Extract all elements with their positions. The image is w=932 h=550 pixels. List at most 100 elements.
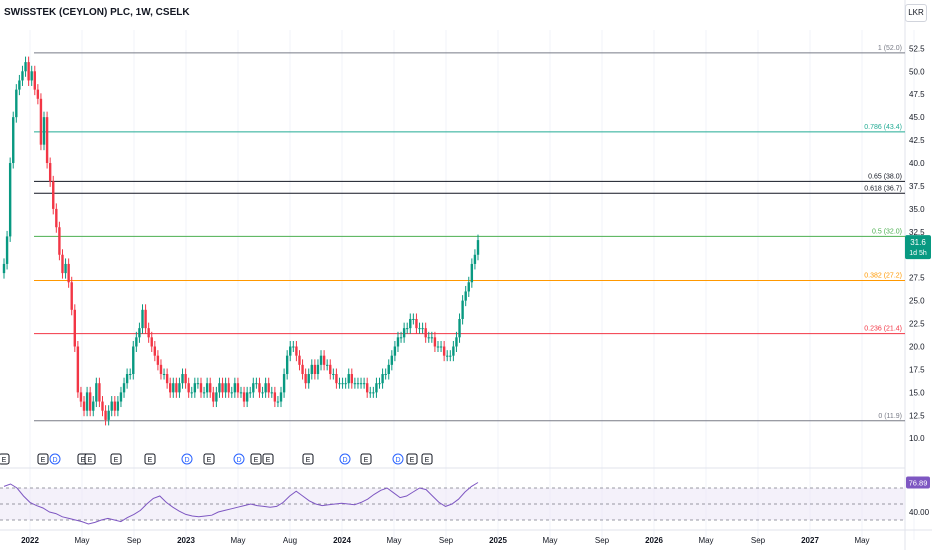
candle-body xyxy=(304,374,307,384)
candle-body xyxy=(424,328,427,338)
x-tick-label: Sep xyxy=(127,536,142,545)
x-tick-label: Sep xyxy=(751,536,766,545)
candle-body xyxy=(362,383,366,385)
dividend-marker xyxy=(49,453,61,465)
candle-body xyxy=(341,383,344,385)
candle-body xyxy=(439,346,443,348)
candle-body xyxy=(159,364,163,375)
y-tick-label: 32.5 xyxy=(909,228,925,237)
event-marker-label: E xyxy=(88,457,93,464)
rsi-value-box xyxy=(906,476,930,489)
y-tick-label: 47.5 xyxy=(909,90,925,99)
y-tick-label: 12.5 xyxy=(909,411,925,420)
candle-body xyxy=(193,383,197,393)
candle-body xyxy=(8,163,12,237)
candle-body xyxy=(221,383,224,393)
y-tick-label: 45.0 xyxy=(909,113,925,122)
candle-body xyxy=(153,346,157,356)
candle-body xyxy=(227,383,230,393)
candle-body xyxy=(202,392,206,394)
rsi-value-label: 76.89 xyxy=(909,478,928,487)
candle-body xyxy=(2,263,6,274)
candle-body xyxy=(147,328,150,338)
candle-body xyxy=(55,208,58,228)
y-tick-label: 35.0 xyxy=(909,205,925,214)
candle-body xyxy=(402,328,406,338)
y-tick-label: 40.0 xyxy=(909,159,925,168)
candle-body xyxy=(455,337,458,347)
candle-body xyxy=(378,383,381,385)
candle-body xyxy=(107,410,110,420)
candle-body xyxy=(470,263,474,283)
candle-body xyxy=(98,383,101,402)
candle-body xyxy=(215,392,218,402)
earnings-marker xyxy=(203,453,215,465)
candle-body xyxy=(319,355,323,365)
y-tick-label: 37.5 xyxy=(909,182,925,191)
candle-body xyxy=(338,383,341,385)
fib-level-label: 0.382 (27.2) xyxy=(864,272,902,279)
candle-body xyxy=(116,401,120,411)
candle-body xyxy=(156,355,160,365)
y-tick-label: 42.5 xyxy=(909,136,925,145)
candle-body xyxy=(270,392,273,394)
candle-body xyxy=(356,383,360,385)
candle-body xyxy=(245,392,249,402)
earnings-marker xyxy=(37,453,49,465)
event-marker-label: E xyxy=(41,457,46,464)
candle-body xyxy=(88,392,92,411)
candle-body xyxy=(452,346,455,356)
earnings-marker xyxy=(0,453,10,465)
candle-body xyxy=(252,383,255,393)
candle-body xyxy=(76,346,80,393)
candle-body xyxy=(190,392,193,394)
candle-body xyxy=(261,392,264,394)
event-marker-label: E xyxy=(254,457,259,464)
candle-body xyxy=(406,328,409,330)
candle-body xyxy=(21,71,24,81)
fib-level-label: 0.65 (38.0) xyxy=(868,173,902,180)
candle-body xyxy=(369,392,372,394)
candle-body xyxy=(73,309,76,347)
event-marker-label: E xyxy=(306,457,311,464)
x-tick-label: May xyxy=(74,536,89,545)
candle-body xyxy=(446,355,449,357)
candle-body xyxy=(399,337,403,339)
candle-body xyxy=(329,364,332,375)
candle-body xyxy=(461,300,464,319)
x-tick-label: 2023 xyxy=(177,536,195,545)
candle-body xyxy=(412,318,415,320)
candle-body xyxy=(473,254,477,264)
x-tick-label: May xyxy=(698,536,713,545)
candle-body xyxy=(15,89,18,118)
candle-body xyxy=(128,374,132,376)
candle-body xyxy=(433,337,437,347)
candle-body xyxy=(45,117,49,164)
earnings-marker xyxy=(144,453,156,465)
event-marker-label: E xyxy=(364,457,369,464)
x-tick-label: 2025 xyxy=(489,536,507,545)
candle-body xyxy=(172,383,175,393)
candle-body xyxy=(307,374,310,384)
fib-level-label: 0.786 (43.4) xyxy=(864,124,902,131)
candle-body xyxy=(212,392,215,402)
y-tick-label: 22.5 xyxy=(909,320,925,329)
candle-body xyxy=(467,282,470,292)
candle-body xyxy=(58,227,61,255)
candle-body xyxy=(39,98,43,145)
current-price-label: 31.6 xyxy=(910,238,926,247)
candle-body xyxy=(165,374,169,384)
candle-body xyxy=(298,355,301,365)
event-marker-label: E xyxy=(410,457,415,464)
earnings-marker xyxy=(262,453,274,465)
candle-body xyxy=(169,383,172,393)
candle-body xyxy=(132,346,135,375)
earnings-marker xyxy=(421,453,433,465)
candle-body xyxy=(52,181,55,209)
y-tick-label: 25.0 xyxy=(909,297,925,306)
event-marker-label: E xyxy=(148,457,153,464)
earnings-marker xyxy=(360,453,372,465)
candle-body xyxy=(279,392,283,402)
current-price-box xyxy=(905,235,931,260)
